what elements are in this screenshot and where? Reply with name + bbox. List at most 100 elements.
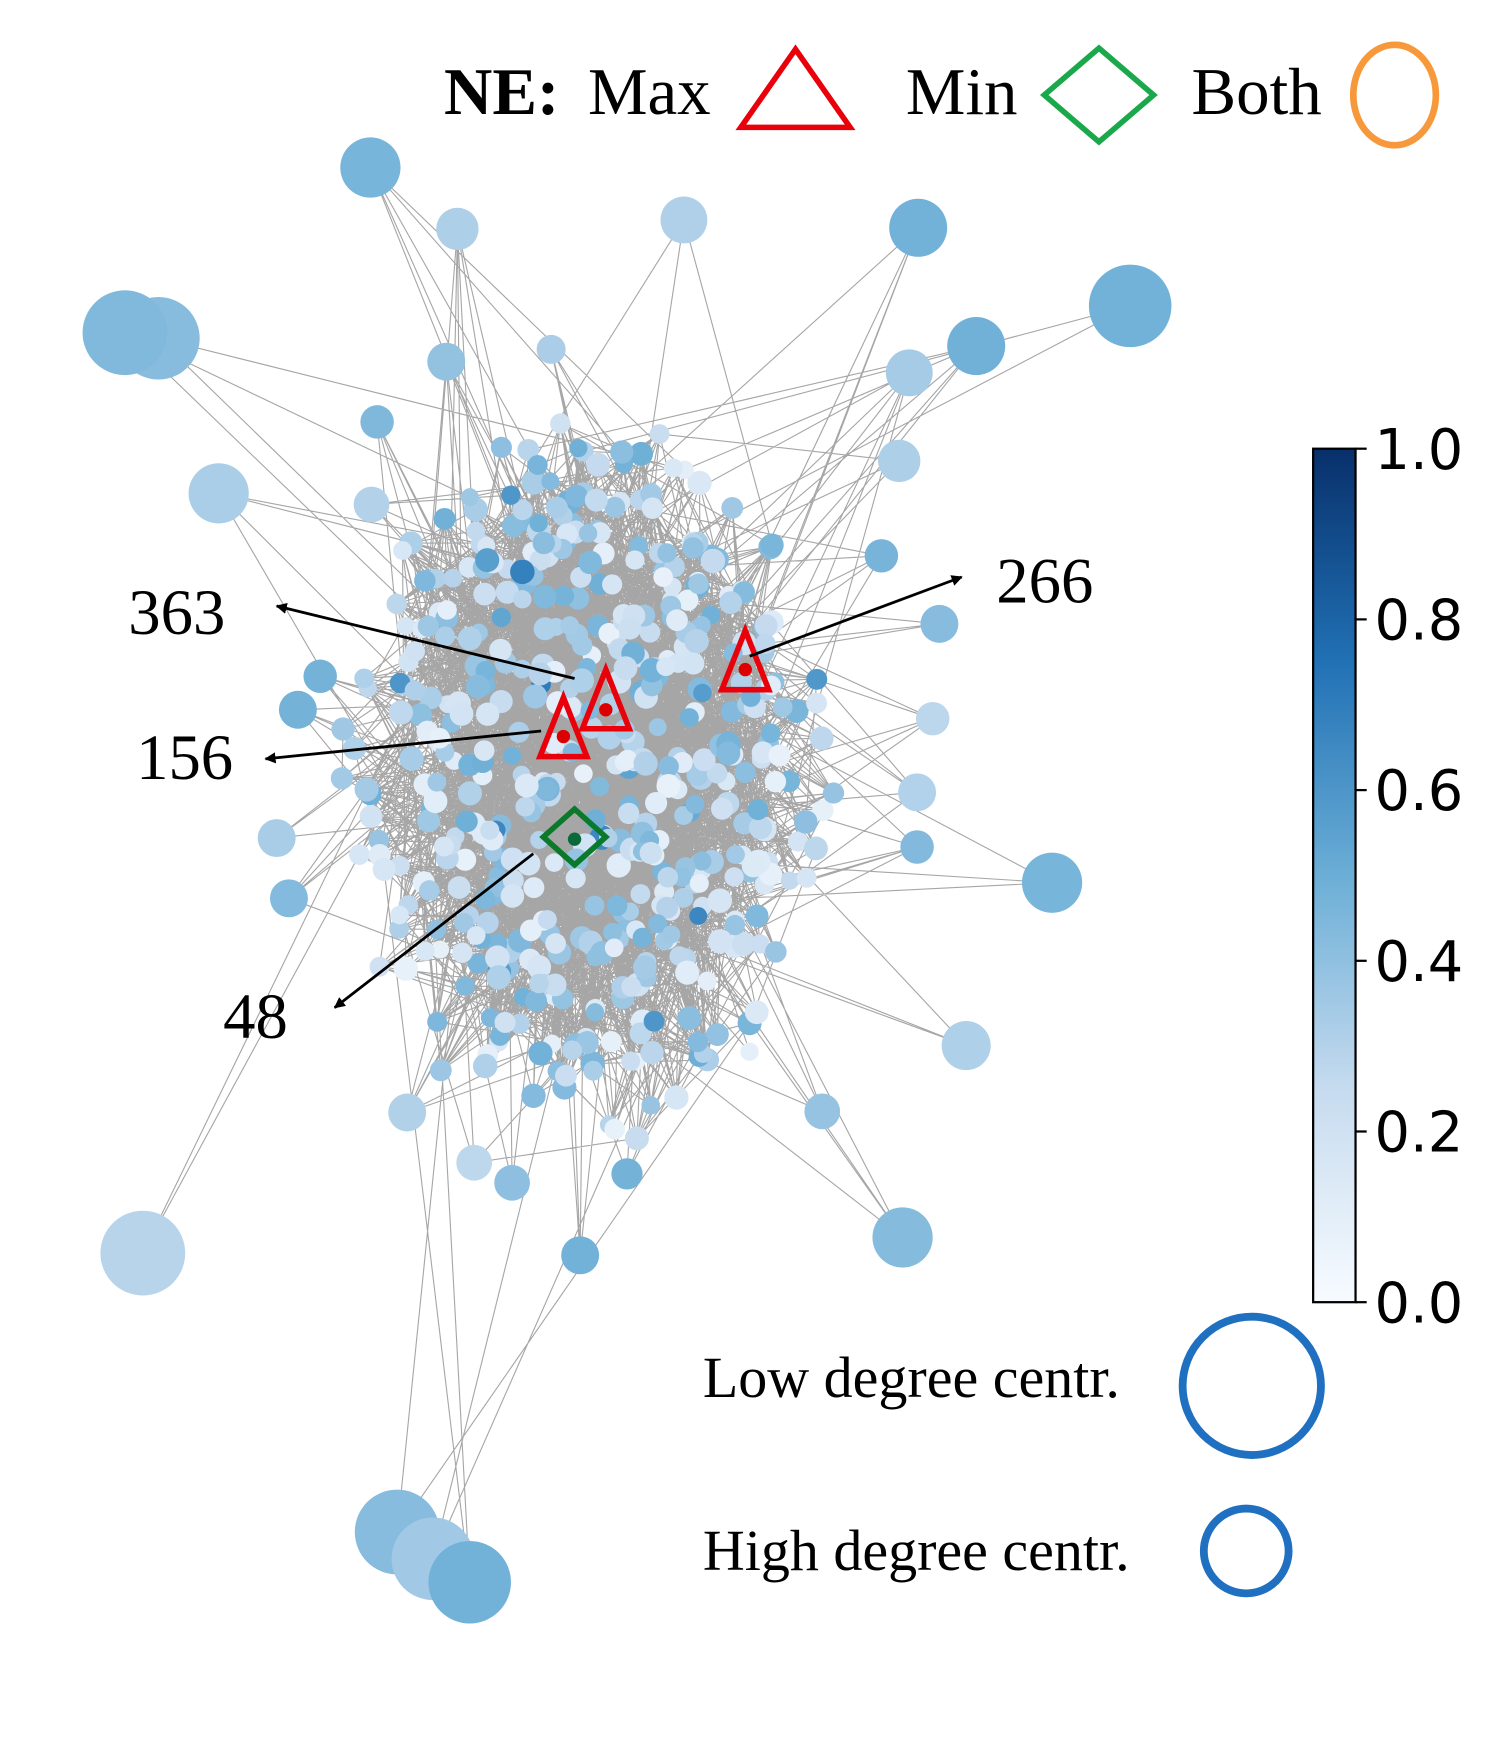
- node: [541, 472, 560, 491]
- nodes: [82, 137, 1172, 1624]
- node: [372, 858, 396, 881]
- node: [512, 499, 533, 521]
- node: [569, 668, 595, 693]
- node: [536, 334, 566, 364]
- node: [100, 1210, 186, 1296]
- node: [688, 573, 709, 595]
- node: [738, 662, 752, 677]
- node: [632, 927, 653, 948]
- node: [354, 668, 375, 689]
- colorbar-ticks: 0.0 0.2 0.4 0.6 0.8 1.0: [1355, 418, 1464, 1336]
- node: [330, 767, 354, 790]
- node: [354, 777, 379, 802]
- legend-marker: [735, 44, 856, 131]
- node: [643, 1010, 665, 1032]
- node: [353, 486, 390, 523]
- node: [457, 626, 482, 651]
- node: [491, 607, 511, 628]
- max-marker: [717, 622, 773, 693]
- node: [480, 820, 500, 840]
- node: [822, 782, 845, 804]
- node: [423, 789, 448, 814]
- node: [606, 895, 628, 917]
- node: [547, 618, 565, 636]
- node: [889, 198, 948, 257]
- node: [787, 831, 809, 852]
- node: [555, 1064, 577, 1087]
- node: [454, 848, 477, 871]
- node: [490, 436, 512, 458]
- node: [793, 810, 818, 834]
- max-marker: [578, 662, 634, 732]
- node: [726, 845, 745, 864]
- node: [645, 791, 668, 815]
- node: [565, 868, 586, 889]
- node: [427, 772, 447, 792]
- node: [543, 973, 567, 997]
- node: [495, 580, 519, 604]
- node: [629, 441, 654, 466]
- node: [689, 873, 709, 893]
- node: [578, 524, 598, 543]
- node: [427, 342, 466, 381]
- node: [806, 668, 828, 690]
- node: [780, 871, 799, 890]
- node: [900, 830, 934, 864]
- node: [920, 604, 959, 643]
- node: [303, 659, 337, 694]
- arrow: [264, 729, 542, 764]
- node: [613, 656, 638, 681]
- node: [641, 1096, 661, 1115]
- node: [584, 488, 608, 512]
- node: [415, 941, 435, 961]
- annotation: 363: [128, 576, 225, 648]
- node: [460, 488, 479, 507]
- node: [437, 600, 457, 620]
- annotations: [264, 575, 963, 1009]
- node: [514, 773, 539, 798]
- node: [711, 797, 734, 820]
- node: [331, 717, 355, 741]
- ne-markers: [535, 622, 773, 869]
- node: [1021, 852, 1083, 913]
- node: [467, 953, 488, 974]
- legend-label: Min: [906, 55, 1018, 129]
- annotation: 48: [223, 980, 288, 1052]
- node: [574, 764, 593, 784]
- node: [662, 925, 681, 944]
- node: [404, 680, 425, 701]
- node: [804, 836, 828, 861]
- node: [486, 965, 511, 990]
- node: [513, 590, 532, 609]
- node: [750, 934, 770, 954]
- node: [475, 702, 500, 726]
- node: [639, 621, 661, 643]
- node: [604, 938, 624, 958]
- node: [677, 589, 699, 611]
- node: [348, 844, 370, 865]
- node: [510, 559, 535, 585]
- node: [806, 692, 828, 714]
- node: [532, 584, 557, 609]
- node: [562, 1040, 583, 1061]
- node: [452, 942, 473, 963]
- arrow: [749, 575, 963, 658]
- node: [611, 1158, 643, 1190]
- node: [772, 697, 793, 718]
- node: [602, 574, 623, 595]
- node: [528, 1041, 553, 1066]
- node: [585, 1003, 605, 1022]
- node: [600, 1031, 622, 1053]
- node: [473, 740, 495, 761]
- legend-title: NE:: [444, 55, 559, 129]
- node: [734, 761, 756, 783]
- node: [521, 470, 546, 495]
- node: [393, 541, 412, 560]
- node: [641, 497, 664, 519]
- node: [565, 484, 588, 508]
- node: [765, 941, 787, 963]
- node: [455, 810, 478, 833]
- node: [720, 700, 743, 723]
- colorbar-tick-label: 0.4: [1375, 930, 1464, 995]
- node: [416, 809, 441, 833]
